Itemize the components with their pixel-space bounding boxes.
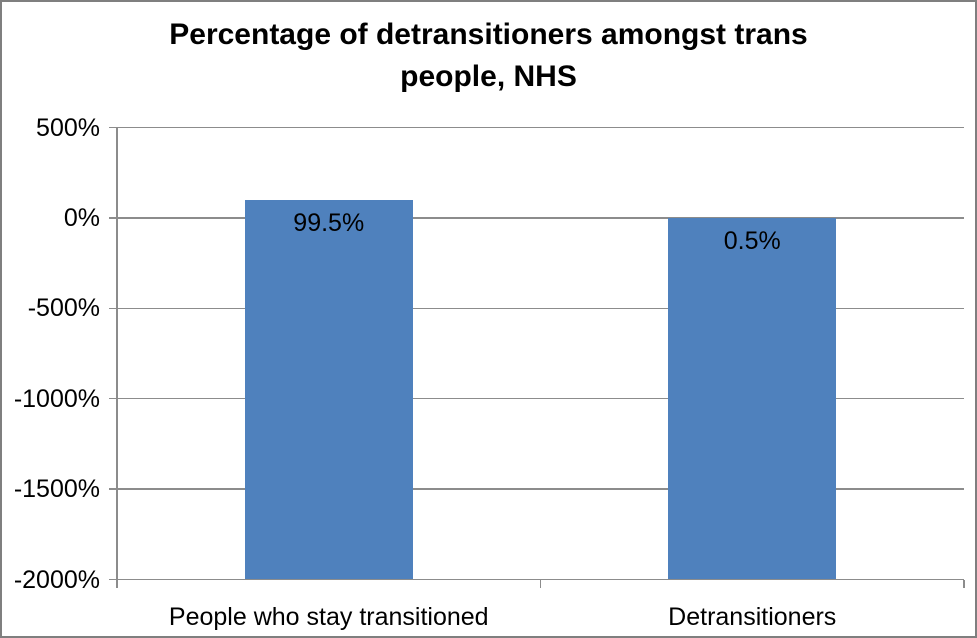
- x-tick-mark: [539, 579, 542, 588]
- y-tick-mark: [109, 217, 117, 219]
- bar-people-who-stay-transitioned: [244, 199, 413, 580]
- y-tick-mark: [109, 307, 117, 309]
- y-axis-tick-label: -1000%: [13, 384, 100, 413]
- y-axis-tick-label: -1500%: [13, 475, 100, 504]
- y-axis-tick-label: -500%: [27, 294, 100, 323]
- gridline: [117, 307, 964, 309]
- y-axis-tick-label: 500%: [36, 113, 100, 142]
- gridline: [117, 126, 964, 129]
- y-axis-tick-label: 0%: [63, 203, 100, 232]
- x-tick-mark: [116, 579, 118, 588]
- y-axis-line: [116, 127, 118, 580]
- bar-value-label: 99.5%: [293, 208, 365, 237]
- x-category-label: Detransitioners: [668, 603, 837, 631]
- gridline: [117, 578, 964, 581]
- bar-value-label: 0.5%: [723, 226, 781, 255]
- chart-title-line2: people, NHS: [400, 60, 577, 93]
- chart-title: Percentage of detransitioners amongst tr…: [2, 14, 975, 98]
- y-axis-tick-label: -2000%: [13, 565, 100, 594]
- gridline: [117, 488, 964, 490]
- y-tick-mark: [109, 488, 117, 490]
- chart-title-line1: Percentage of detransitioners amongst tr…: [169, 18, 808, 51]
- y-tick-mark: [109, 398, 117, 400]
- x-category-label: People who stay transitioned: [168, 603, 489, 631]
- x-tick-mark: [963, 579, 965, 588]
- bar-detransitioners: [668, 217, 837, 580]
- gridline: [117, 398, 964, 400]
- y-tick-mark: [109, 126, 117, 129]
- gridline: [117, 217, 964, 219]
- y-tick-mark: [109, 578, 117, 581]
